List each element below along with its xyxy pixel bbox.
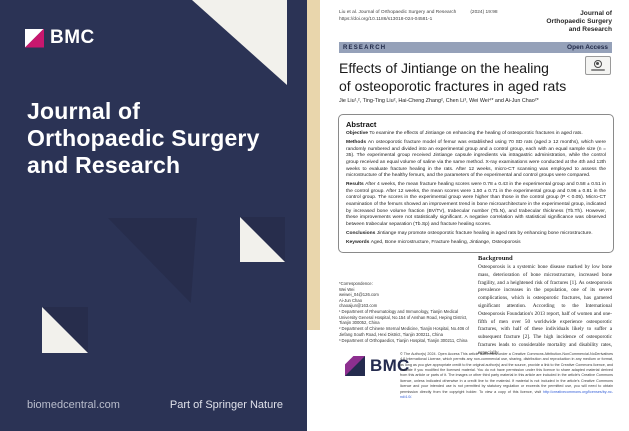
bmc-footer-logo: BMC xyxy=(345,356,410,376)
license-notice: © The Author(s) 2024. Open Access This a… xyxy=(400,352,613,399)
abstract-results: Results After 4 weeks, the mean fracture… xyxy=(346,182,606,228)
conclusions-label: Conclusions xyxy=(346,230,376,236)
affiliation-1: ¹ Department of Rheumatology and Immunol… xyxy=(339,309,468,326)
bmc-footer-logo-icon xyxy=(345,356,365,376)
journal-title-line2: Orthopaedic Surgery xyxy=(27,125,260,152)
background-section: Background Osteoporosis is a systemic bo… xyxy=(478,255,612,358)
check-for-updates-icon xyxy=(594,59,602,68)
abstract-conclusions: Conclusions Jintiange may promote osteop… xyxy=(346,230,593,236)
abstract-methods: Methods An osteoporotic fracture model o… xyxy=(346,139,607,179)
research-label: RESEARCH xyxy=(343,44,387,51)
correspondence-email-2[interactable]: chaoaijun@163.com xyxy=(339,303,378,309)
cover-decor-square-1 xyxy=(240,217,285,262)
affiliation-3: ³ Department of Orthopaedics, Tianjin Ho… xyxy=(339,337,468,343)
springer-nature-tagline: Part of Springer Nature xyxy=(169,399,283,411)
cover-decor-triangle-mid xyxy=(108,218,197,303)
biomedcentral-url: biomedcentral.com xyxy=(27,399,120,411)
background-heading: Background xyxy=(478,255,513,262)
open-access-label: Open Access xyxy=(567,44,608,51)
article-title-line2: of osteoporotic fractures in aged rats xyxy=(339,78,567,95)
methods-label: Methods xyxy=(346,139,367,145)
cover-spine xyxy=(307,0,320,330)
bmc-footer-logo-text: BMC xyxy=(370,356,410,375)
citation-volume: (2024) 19:98 xyxy=(470,10,498,15)
keywords-label: Keywords xyxy=(346,239,370,245)
affiliation-2: ² Department of Chinese Internal Medicin… xyxy=(339,326,469,337)
cover-decor-square-2 xyxy=(42,307,88,353)
author-list: Jie Liu¹,², Ting-Ting Liu², Hai-Cheng Zh… xyxy=(339,98,539,104)
correspondence-email-1[interactable]: weiwei_04@126.com xyxy=(339,292,379,298)
journal-title-line3: and Research xyxy=(27,152,181,179)
bmc-logo: BMC xyxy=(25,27,95,49)
check-for-updates-badge[interactable] xyxy=(585,56,611,75)
correspondence-name-2: Ai-Jun Chao xyxy=(339,297,363,303)
journal-title-line1: Journal of xyxy=(27,98,141,124)
article-type-banner: RESEARCH Open Access xyxy=(339,42,612,53)
abstract-objective: Objective To examine the effects of Jint… xyxy=(346,131,583,136)
journal-cover: BMC Journal of Orthopaedic Surgery and R… xyxy=(0,0,307,431)
abstract-box: Abstract Objective To examine the effect… xyxy=(338,114,614,253)
journal-name-header: Journal of Orthopaedic Surgery and Resea… xyxy=(546,10,612,34)
correspondence-label: *Correspondence: xyxy=(339,281,373,286)
background-text: Osteoporosis is a systemic bone disease … xyxy=(478,264,612,356)
article-first-page: Liu et al. Journal of Orthopaedic Surger… xyxy=(320,0,629,431)
check-for-updates-text-bar xyxy=(591,69,605,72)
article-title-line1: Effects of Jintiange on the healing xyxy=(339,60,549,76)
results-label: Results xyxy=(346,182,364,188)
correspondence-block: *Correspondence: Wei Wei weiwei_04@126.c… xyxy=(339,281,472,344)
journal-title: Journal of Orthopaedic Surgery and Resea… xyxy=(27,98,260,179)
doi-link[interactable]: https://doi.org/10.1186/s13018-024-04581… xyxy=(339,16,433,22)
creative-commons-link[interactable]: http://creativecommons.org/licenses/by-n… xyxy=(400,389,613,399)
objective-label: Objective xyxy=(346,131,369,136)
correspondence-name-1: Wei Wei xyxy=(339,286,355,292)
citation-text: Liu et al. Journal of Orthopaedic Surger… xyxy=(339,10,457,15)
cover-decor-triangle-top xyxy=(192,0,287,85)
article-title: Effects of Jintiange on the healing of o… xyxy=(339,59,569,95)
abstract-keywords: Keywords Aged, Bone microstructure, Frac… xyxy=(346,239,521,245)
bmc-logo-text: BMC xyxy=(50,27,95,48)
citation-block: Liu et al. Journal of Orthopaedic Surger… xyxy=(339,10,498,24)
abstract-heading: Abstract xyxy=(346,120,377,129)
bmc-logo-icon xyxy=(25,28,44,48)
